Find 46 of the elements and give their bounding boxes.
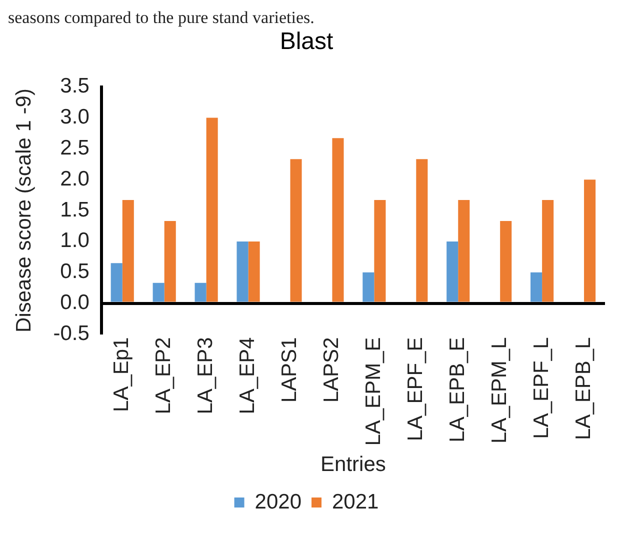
bar bbox=[362, 272, 374, 302]
text: seasons compared to the pure stand varieties. bbox=[8, 8, 316, 28]
y-tick-label: 1.0 bbox=[60, 229, 90, 252]
y-tick-label: 0.5 bbox=[60, 260, 90, 284]
y-tick-label: 2.5 bbox=[60, 136, 90, 160]
x-tick-label: LA_EPF_L bbox=[530, 337, 553, 439]
bar bbox=[446, 241, 458, 302]
bar bbox=[206, 118, 218, 302]
y-tick-label: 0.0 bbox=[60, 291, 90, 314]
bar bbox=[290, 159, 302, 302]
bar bbox=[236, 241, 248, 302]
y-tick-label: 2.0 bbox=[60, 167, 90, 190]
y-tick-label: -0.5 bbox=[53, 322, 90, 346]
x-tick-label: LA_EP4 bbox=[236, 336, 260, 414]
bar bbox=[374, 200, 386, 302]
y-tick-label: 3.0 bbox=[60, 106, 90, 129]
bar bbox=[110, 263, 122, 302]
bar bbox=[332, 138, 344, 302]
x-axis-title: Entries bbox=[320, 453, 386, 476]
legend-label: 2020 bbox=[254, 490, 302, 514]
bar bbox=[164, 221, 176, 302]
x-tick-label: LA_EPB_E bbox=[446, 337, 469, 442]
legend-label: 2021 bbox=[332, 490, 379, 514]
bar bbox=[194, 282, 206, 302]
x-tick-label: LAPS1 bbox=[278, 337, 302, 403]
bar bbox=[248, 241, 260, 302]
y-tick-label: 1.5 bbox=[60, 198, 90, 222]
y-tick-label: 3.5 bbox=[60, 74, 90, 98]
bar bbox=[584, 180, 596, 302]
x-tick-label: LA_EP2 bbox=[152, 337, 176, 414]
bar bbox=[152, 282, 164, 302]
x-tick-label: LAPS2 bbox=[320, 337, 344, 403]
x-tick-label: LA_EP3 bbox=[194, 337, 218, 414]
x-tick-label: LA_Ep1 bbox=[110, 337, 134, 412]
x-tick-label: LA_EPM_E bbox=[362, 337, 385, 446]
bar bbox=[530, 272, 542, 302]
y-axis-title: Disease score (scale 1 -9) bbox=[12, 88, 36, 332]
x-tick-label: LA_EPM_L bbox=[488, 337, 511, 444]
bar bbox=[500, 221, 512, 302]
bar bbox=[458, 200, 470, 302]
bar bbox=[542, 200, 554, 302]
chart-title: Blast bbox=[280, 28, 334, 56]
x-tick-label: LA_EPB_L bbox=[572, 337, 595, 440]
bar bbox=[416, 159, 428, 302]
bar bbox=[122, 200, 134, 302]
x-tick-label: LA_EPF_E bbox=[404, 337, 427, 442]
